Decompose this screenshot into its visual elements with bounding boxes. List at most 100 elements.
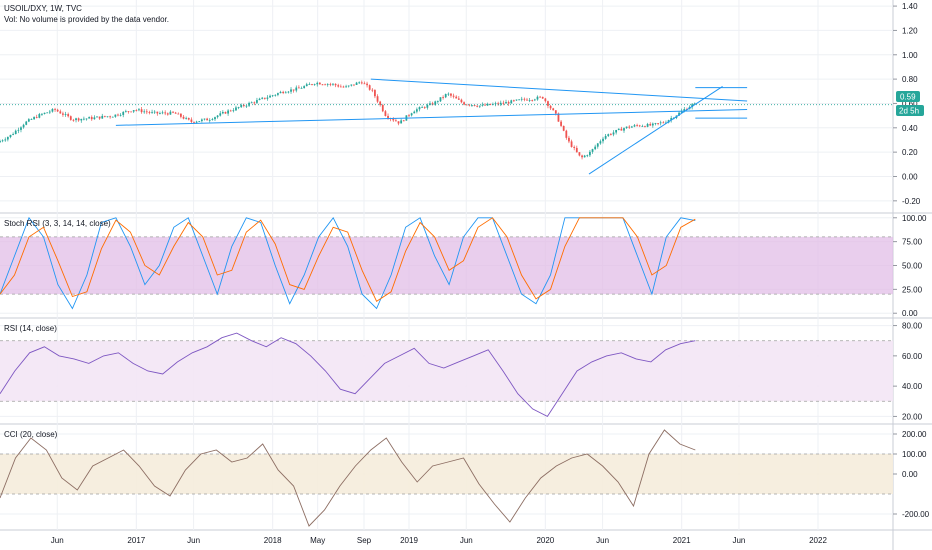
- candle-body: [342, 86, 345, 88]
- y-tick-label: 80.00: [902, 322, 923, 331]
- candle-body: [617, 128, 620, 130]
- y-tick-label: 60.00: [902, 352, 923, 361]
- candle-body: [539, 96, 541, 98]
- candle-body: [379, 101, 382, 106]
- candle-body: [649, 123, 652, 126]
- candle-body: [638, 125, 641, 127]
- candle-body: [295, 87, 298, 91]
- candle-body: [261, 97, 264, 99]
- candle-body: [596, 143, 599, 147]
- candle-body: [151, 111, 153, 113]
- y-tick-label: 1.20: [902, 26, 918, 35]
- candle-body: [455, 96, 458, 99]
- candle-body: [103, 115, 106, 117]
- candle-body: [465, 104, 468, 106]
- candle-body: [4, 139, 7, 141]
- stoch-rsi-lines: [0, 216, 696, 310]
- candle-body: [363, 83, 366, 85]
- candle-body: [43, 112, 46, 114]
- candle-body: [27, 119, 30, 122]
- y-tick-label: 1.00: [902, 51, 918, 60]
- volume-note: Vol: No volume is provided by the data v…: [4, 15, 169, 24]
- candle-body: [413, 111, 416, 114]
- candle-body: [457, 98, 460, 100]
- candle-body: [460, 99, 463, 103]
- candle-body: [109, 116, 112, 118]
- candle-body: [549, 105, 552, 109]
- candle-body: [575, 147, 578, 153]
- y-tick-label: -200.00: [902, 510, 930, 519]
- candle-body: [444, 94, 447, 98]
- candle-body: [384, 111, 387, 116]
- candle-body: [450, 93, 452, 96]
- svg-text:0.59: 0.59: [900, 93, 916, 102]
- candle-body: [1, 140, 4, 142]
- candle-body: [279, 91, 282, 94]
- candle-body: [415, 109, 418, 112]
- candle-body: [311, 84, 313, 85]
- candle-body: [156, 111, 159, 114]
- candle-body: [148, 112, 151, 113]
- candle-body: [659, 122, 662, 124]
- candle-body: [185, 117, 188, 119]
- candle-body: [499, 102, 502, 105]
- candle-body: [442, 97, 444, 99]
- candle-body: [161, 112, 164, 114]
- indicator-band: [0, 236, 893, 295]
- candle-body: [211, 119, 214, 120]
- candle-body: [135, 110, 138, 111]
- candle-body: [56, 109, 59, 112]
- trendlines[interactable]: [0, 78, 893, 175]
- candle-body: [481, 104, 484, 106]
- candle-body: [229, 110, 232, 112]
- candle-body: [75, 118, 77, 121]
- cci-series-line: [0, 429, 696, 527]
- candle-body: [337, 85, 340, 87]
- candle-body: [266, 97, 269, 99]
- cci-title: CCI (20, close): [4, 430, 58, 439]
- x-tick-label: May: [310, 536, 325, 545]
- candle-body: [371, 89, 374, 91]
- candle-body: [607, 134, 610, 136]
- candle-body: [625, 126, 628, 129]
- candle-body: [497, 103, 500, 105]
- candle-body: [376, 96, 379, 102]
- candle-body: [290, 89, 292, 92]
- candle-body: [324, 84, 327, 86]
- candle-body: [630, 126, 633, 128]
- candle-body: [636, 125, 639, 127]
- candle-body: [353, 84, 355, 86]
- candle-body: [463, 102, 465, 105]
- candle-body: [122, 111, 125, 115]
- candle-body: [421, 107, 424, 108]
- candle-body: [536, 96, 539, 100]
- candle-body: [219, 113, 222, 116]
- candle-body: [143, 111, 146, 113]
- candle-body: [0, 141, 1, 143]
- candle-body: [169, 111, 172, 115]
- candle-body: [486, 103, 489, 106]
- candle-body: [98, 116, 101, 119]
- y-tick-label: 200.00: [902, 430, 927, 439]
- countdown-badge: 2d 5h: [896, 105, 924, 116]
- candle-body: [124, 111, 127, 113]
- candle-body: [531, 100, 534, 101]
- candle-body: [20, 127, 22, 130]
- candle-body: [512, 100, 515, 102]
- candle-body: [594, 146, 597, 150]
- candle-body: [198, 121, 201, 122]
- candle-body: [489, 103, 492, 105]
- x-tick-label: 2018: [264, 536, 282, 545]
- candle-body: [397, 121, 400, 124]
- candle-body: [418, 107, 421, 110]
- candle-body: [271, 95, 274, 97]
- candle-body: [473, 105, 476, 106]
- candle-body: [85, 118, 88, 120]
- y-tick-label: 100.00: [902, 450, 927, 459]
- candle-body: [408, 115, 410, 117]
- candle-body: [117, 114, 119, 116]
- candle-body: [253, 102, 256, 104]
- candle-body: [64, 114, 67, 115]
- candle-body: [547, 101, 549, 106]
